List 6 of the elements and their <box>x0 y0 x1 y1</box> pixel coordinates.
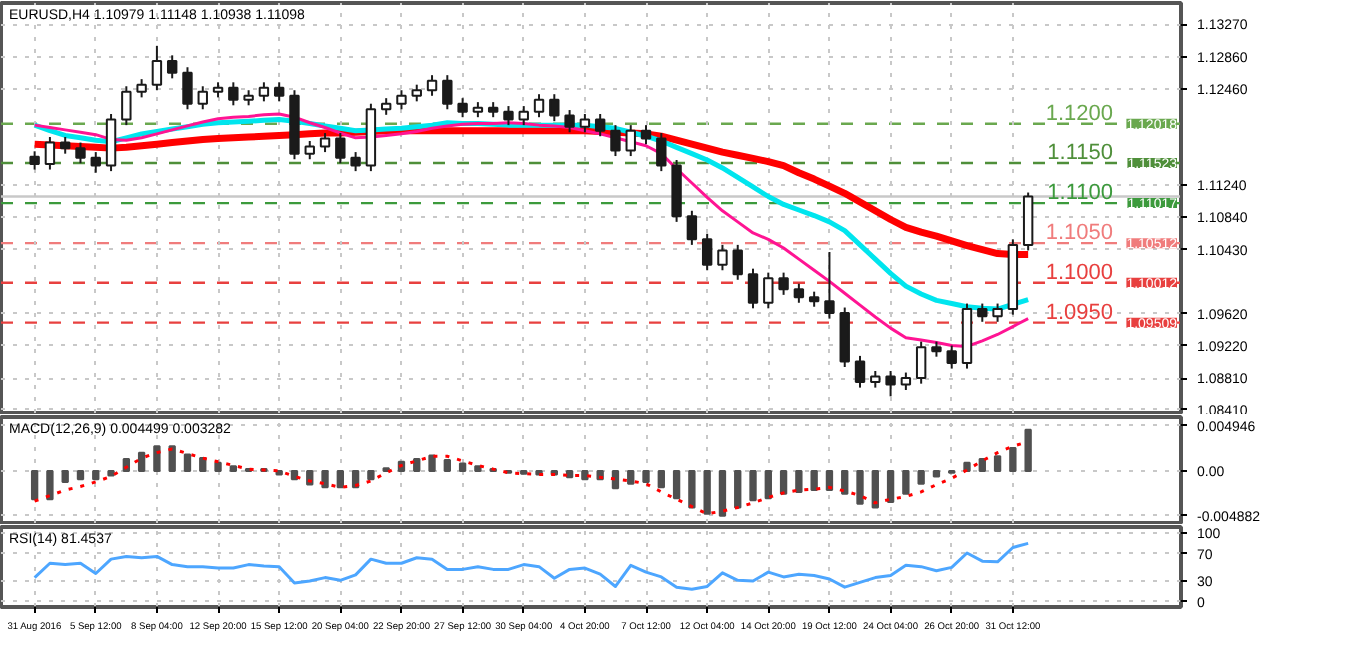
annotation: 1.1000 <box>1045 260 1114 285</box>
annotation: 1.1150 <box>1047 140 1113 165</box>
annotation: 1.1200 <box>1045 101 1114 126</box>
annotation: 1.0950 <box>1045 300 1114 325</box>
annotation: 1.1050 <box>1045 221 1114 246</box>
annotation: 1.1100 <box>1047 181 1113 206</box>
